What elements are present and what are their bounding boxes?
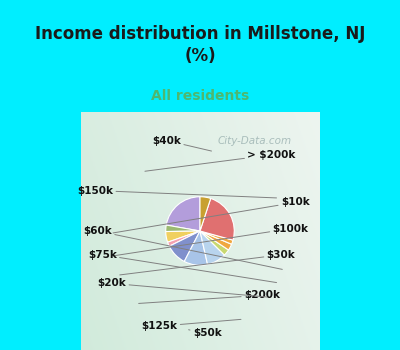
- Wedge shape: [200, 198, 234, 240]
- Text: All residents: All residents: [151, 89, 249, 103]
- Wedge shape: [166, 225, 200, 232]
- Text: $60k: $60k: [83, 226, 282, 270]
- Text: $125k: $125k: [142, 319, 241, 331]
- Text: $20k: $20k: [98, 278, 267, 297]
- Wedge shape: [168, 231, 200, 246]
- Text: $40k: $40k: [152, 135, 212, 151]
- Text: $100k: $100k: [114, 224, 308, 256]
- Text: Income distribution in Millstone, NJ
(%): Income distribution in Millstone, NJ (%): [35, 25, 365, 65]
- Text: City-Data.com: City-Data.com: [218, 135, 292, 146]
- Wedge shape: [169, 231, 200, 261]
- Wedge shape: [166, 231, 200, 242]
- Text: $75k: $75k: [88, 250, 276, 282]
- Text: > $200k: > $200k: [145, 150, 296, 171]
- Text: $150k: $150k: [77, 186, 276, 198]
- Text: $10k: $10k: [113, 197, 310, 233]
- Wedge shape: [200, 231, 228, 255]
- Wedge shape: [200, 231, 232, 250]
- Wedge shape: [166, 197, 200, 231]
- Wedge shape: [200, 231, 233, 244]
- Wedge shape: [200, 231, 224, 265]
- Wedge shape: [184, 231, 208, 265]
- Wedge shape: [200, 197, 211, 231]
- Text: $30k: $30k: [120, 250, 295, 275]
- Text: $200k: $200k: [139, 290, 280, 303]
- Text: $50k: $50k: [189, 328, 222, 338]
